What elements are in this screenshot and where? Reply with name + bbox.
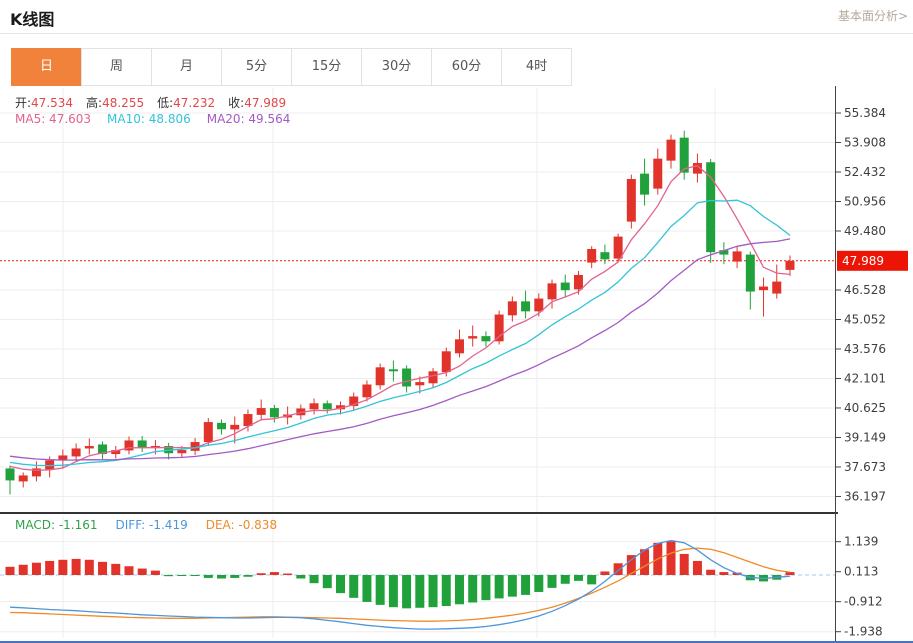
svg-text:53.908: 53.908 (844, 135, 886, 149)
macd-info: MACD: -1.161 DIFF: -1.419 DEA: -0.838 (15, 518, 295, 532)
svg-text:46.528: 46.528 (844, 283, 886, 297)
diff-value: DIFF: -1.419 (115, 518, 188, 532)
tab-4hour[interactable]: 4时 (501, 48, 572, 86)
ma20-value: MA20: 49.564 (206, 112, 291, 126)
y-axis: 55.384 53.908 52.432 50.956 49.480 46.528 45.0… (0, 86, 886, 643)
page-title: K线图 (10, 10, 55, 29)
ma5-value: MA5: 47.603 (15, 112, 92, 126)
open-value: 47.534 (31, 96, 74, 110)
svg-text:49.480: 49.480 (844, 224, 886, 238)
header-divider (0, 33, 913, 34)
ma-info: MA5: 47.603 MA10: 48.806 MA20: 49.564 (15, 112, 306, 126)
svg-text:47.989: 47.989 (842, 254, 884, 268)
gridlines (0, 88, 835, 638)
svg-text:0.113: 0.113 (844, 565, 878, 579)
dea-value: DEA: -0.838 (205, 518, 278, 532)
price-badge: 47.989 (837, 250, 908, 271)
tab-day[interactable]: 日 (11, 48, 82, 86)
macd-lines (9, 539, 791, 630)
tab-30min[interactable]: 30分 (361, 48, 432, 86)
tab-60min[interactable]: 60分 (431, 48, 502, 86)
tab-month[interactable]: 月 (151, 48, 222, 86)
svg-text:-0.912: -0.912 (844, 595, 883, 609)
candles-layer (5, 130, 795, 495)
macd-histogram (5, 541, 795, 609)
svg-text:42.101: 42.101 (844, 371, 886, 385)
svg-text:36.197: 36.197 (844, 489, 886, 503)
svg-text:39.149: 39.149 (844, 430, 886, 444)
tab-week[interactable]: 周 (81, 48, 152, 86)
close-value: 47.989 (244, 96, 287, 110)
close-label: 收: (228, 96, 245, 110)
ohlc-info: 开:47.534 高:48.255 低:47.232 收:47.989 (15, 94, 299, 111)
fundamental-analysis-link[interactable]: 基本面分析> (837, 9, 908, 23)
high-value: 48.255 (102, 96, 145, 110)
svg-text:45.052: 45.052 (844, 312, 886, 326)
high-label: 高: (86, 96, 103, 110)
kline-chart-svg[interactable]: 55.384 53.908 52.432 50.956 49.480 46.528 45.0… (0, 86, 913, 643)
macd-value: MACD: -1.161 (15, 518, 98, 532)
tab-5min[interactable]: 5分 (221, 48, 292, 86)
svg-text:40.625: 40.625 (844, 401, 886, 415)
low-label: 低: (157, 96, 174, 110)
svg-text:1.139: 1.139 (844, 535, 878, 549)
svg-text:50.956: 50.956 (844, 194, 886, 208)
low-value: 47.232 (173, 96, 216, 110)
ma-lines-layer (9, 164, 791, 472)
svg-text:37.673: 37.673 (844, 460, 886, 474)
tab-15min[interactable]: 15分 (291, 48, 362, 86)
svg-text:-1.938: -1.938 (844, 625, 883, 639)
svg-text:55.384: 55.384 (844, 106, 886, 120)
svg-text:43.576: 43.576 (844, 342, 886, 356)
bottom-border-line (0, 641, 913, 643)
open-label: 开: (15, 96, 32, 110)
period-tabs: 日 周 月 5分 15分 30分 60分 4时 (11, 48, 572, 86)
ma10-value: MA10: 48.806 (107, 112, 191, 126)
svg-text:52.432: 52.432 (844, 165, 886, 179)
